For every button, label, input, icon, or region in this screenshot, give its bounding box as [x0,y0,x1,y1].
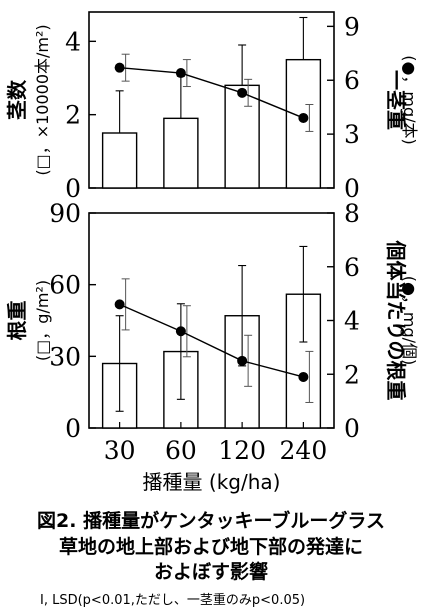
chart-panel-top: 0 2 4 0 3 6 9 茎数 (□，×10000本/m²) 一茎重(●，mg/本) [5,11,419,203]
data-point [298,112,309,123]
y-right-tick-label: 3 [344,120,360,149]
y-left-tick-label: 90 [49,199,81,228]
bar [163,117,199,189]
y-right-tick-label: 0 [344,414,360,443]
y-right-axis-label: 個体当たりの根重 [384,240,408,401]
series-line [119,303,304,378]
data-point [175,68,186,79]
x-tick-label: 240 [280,436,328,465]
x-tick-label: 30 [104,436,136,465]
y-right-axis-label: 一茎重 [384,70,408,130]
y-left-tick-label: 0 [65,414,81,443]
figure-caption-line-1: 図2. 播種量がケンタッキーブルーグラス [37,510,385,532]
y-right-tick-label: 4 [344,307,360,336]
chart-panel-bottom: 0 30 60 90 0 2 4 6 8 30 60 120 240 播種量 (kg/ha) 根重 (□，g/… [5,199,419,494]
figure-caption-line-3: およぼす影響 [153,561,268,583]
data-point [237,87,248,98]
y-right-tick-label: 0 [344,174,360,203]
bar [101,132,138,189]
series-line [119,66,304,119]
plot-frame [88,11,335,189]
y-right-axis-unit: (●，mg/個) [400,276,419,366]
x-axis-label: 播種量 (kg/ha) [143,470,281,494]
y-left-axis-unit: (□，g/m²) [33,280,52,361]
data-point [298,371,309,382]
x-tick-label: 60 [165,436,197,465]
x-tick-label: 120 [218,436,266,465]
data-point [114,62,125,73]
data-point [237,355,248,366]
data-point [114,299,125,310]
bar [224,84,260,189]
y-right-axis-unit: (●，mg/本) [400,55,419,145]
y-left-tick-label: 30 [49,342,81,371]
y-left-axis-label: 茎数 [5,79,29,120]
y-right-tick-label: 2 [344,360,360,389]
y-left-tick-label: 60 [49,271,81,300]
y-left-axis-label: 根重 [5,301,29,341]
figure-caption-line-2: 草地の地上部および地下部の発達に [58,536,363,558]
y-right-tick-label: 9 [344,12,360,41]
lsd-note: I, LSD(p<0.01,ただし、一茎重のみp<0.05) [40,593,306,608]
bar [285,58,322,189]
y-left-tick-label: 2 [65,101,81,130]
y-left-tick-label: 4 [65,27,81,56]
y-right-tick-label: 6 [344,66,360,95]
y-right-tick-label: 6 [344,253,360,282]
data-point [175,326,186,337]
y-right-tick-label: 8 [344,199,360,228]
y-left-axis-unit: (□，×10000本/m²) [33,24,52,175]
y-left-tick-label: 0 [65,174,81,203]
